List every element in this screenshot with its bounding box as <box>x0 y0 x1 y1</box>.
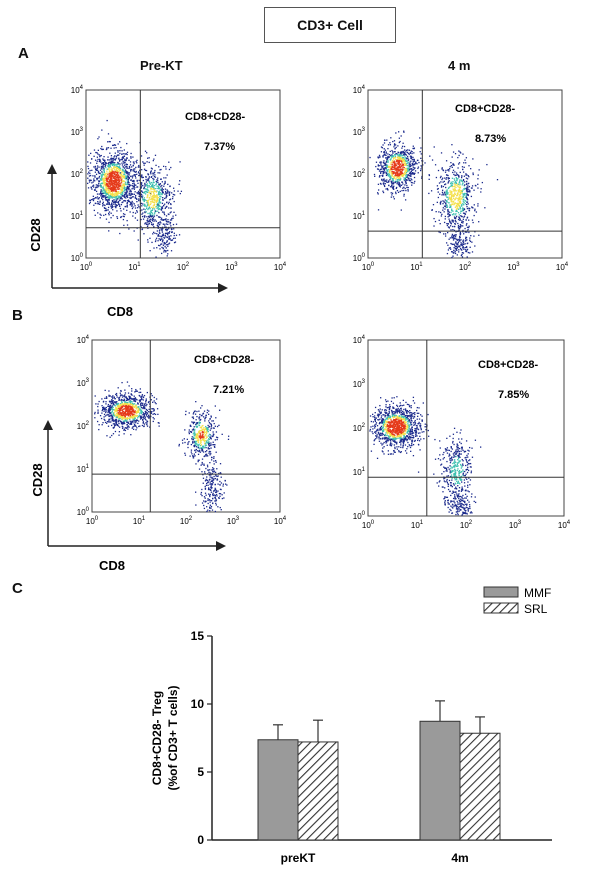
x-tick-label: 102 <box>459 262 472 272</box>
bar-chart-ylabel-line2: (%of CD3+ T cells) <box>166 685 180 790</box>
y-tick-label: 103 <box>353 127 366 137</box>
bar-srl-prekt <box>297 741 339 841</box>
x-tick-label: 104 <box>556 262 569 272</box>
gate-pct-a-prekt: 7.37% <box>204 141 235 153</box>
y-tick-label: 101 <box>77 464 90 474</box>
axis-arrows-b: CD28 CD8 <box>30 420 226 573</box>
bar-chart-y-tick: 5 <box>197 765 204 779</box>
plot-frame <box>91 339 281 513</box>
gate-label-a-prekt: CD8+CD28- <box>185 111 246 123</box>
x-tick-label: 104 <box>274 516 287 526</box>
x-tick-label: 101 <box>128 262 141 272</box>
y-tick-label: 104 <box>77 335 90 345</box>
plot-frame <box>367 339 565 517</box>
legend-swatch-srl <box>483 602 519 614</box>
panel-b-xaxis-label: CD8 <box>99 558 125 573</box>
figure-title: CD3+ Cell <box>264 7 396 43</box>
x-tick-label: 102 <box>460 520 473 530</box>
y-tick-label: 101 <box>353 211 366 221</box>
x-tick-label: 103 <box>227 516 240 526</box>
gate-label-b-4m: CD8+CD28- <box>478 359 539 371</box>
bar-chart-x-tick-prekt: preKT <box>281 851 316 865</box>
y-tick-label: 102 <box>77 421 90 431</box>
column-title-4m: 4 m <box>448 58 471 73</box>
x-tick-label: 101 <box>410 262 423 272</box>
panel-label-b: B <box>12 307 23 324</box>
y-tick-label: 102 <box>353 169 366 179</box>
panel-a-yaxis-label: CD28 <box>28 218 43 251</box>
y-tick-label: 100 <box>77 507 90 517</box>
y-tick-label: 100 <box>353 253 366 263</box>
y-tick-label: 101 <box>71 211 84 221</box>
plot-frame <box>367 89 563 259</box>
legend-label-mmf: MMF <box>524 586 551 600</box>
legend-label-srl: SRL <box>524 602 548 616</box>
y-tick-label: 102 <box>353 423 366 433</box>
x-tick-label: 104 <box>558 520 571 530</box>
gate-label-a-4m: CD8+CD28- <box>455 103 516 115</box>
bar-chart-x-tick-4m: 4m <box>451 851 468 865</box>
x-tick-label: 100 <box>86 516 99 526</box>
bar-chart-y-tick: 15 <box>191 629 205 643</box>
x-tick-label: 102 <box>177 262 190 272</box>
y-tick-label: 104 <box>71 85 84 95</box>
y-tick-label: 103 <box>353 379 366 389</box>
x-tick-label: 102 <box>180 516 193 526</box>
x-tick-label: 103 <box>507 262 520 272</box>
panel-label-c: C <box>12 580 23 597</box>
x-tick-label: 100 <box>362 520 375 530</box>
x-tick-label: 103 <box>225 262 238 272</box>
column-title-prekt: Pre-KT <box>140 58 183 73</box>
gate-label-b-prekt: CD8+CD28- <box>194 354 255 366</box>
bar-chart-legend: MMF SRL <box>483 586 551 616</box>
panel-a-xaxis-label: CD8 <box>107 304 133 319</box>
x-tick-label: 100 <box>362 262 375 272</box>
y-tick-label: 100 <box>71 253 84 263</box>
plot-frame <box>85 89 281 259</box>
x-tick-label: 104 <box>274 262 287 272</box>
gate-pct-a-4m: 8.73% <box>475 133 506 145</box>
x-tick-label: 101 <box>411 520 424 530</box>
x-tick-label: 100 <box>80 262 93 272</box>
legend-swatch-mmf <box>483 586 519 598</box>
y-tick-label: 103 <box>77 378 90 388</box>
gate-pct-b-4m: 7.85% <box>498 389 529 401</box>
panel-b-yaxis-label: CD28 <box>30 463 45 496</box>
x-tick-label: 103 <box>509 520 522 530</box>
y-tick-label: 104 <box>353 335 366 345</box>
axis-arrows-a: CD28 CD8 <box>28 164 228 319</box>
y-tick-label: 103 <box>71 127 84 137</box>
bar-mmf-4m <box>419 720 461 841</box>
bar-chart-y-tick: 10 <box>191 697 205 711</box>
x-tick-label: 101 <box>133 516 146 526</box>
gate-pct-b-prekt: 7.21% <box>213 384 244 396</box>
y-tick-label: 102 <box>71 169 84 179</box>
bar-chart-y-tick: 0 <box>197 833 204 847</box>
bar-chart-c: 0 5 10 15 preKT 4m <box>191 629 552 865</box>
y-tick-label: 104 <box>353 85 366 95</box>
y-tick-label: 101 <box>353 467 366 477</box>
bar-chart-ylabel-line1: CD8+CD28- Treg <box>150 691 164 785</box>
y-tick-label: 100 <box>353 511 366 521</box>
panel-label-a: A <box>18 45 29 62</box>
bar-mmf-prekt <box>257 739 299 841</box>
bar-srl-4m <box>459 732 501 841</box>
